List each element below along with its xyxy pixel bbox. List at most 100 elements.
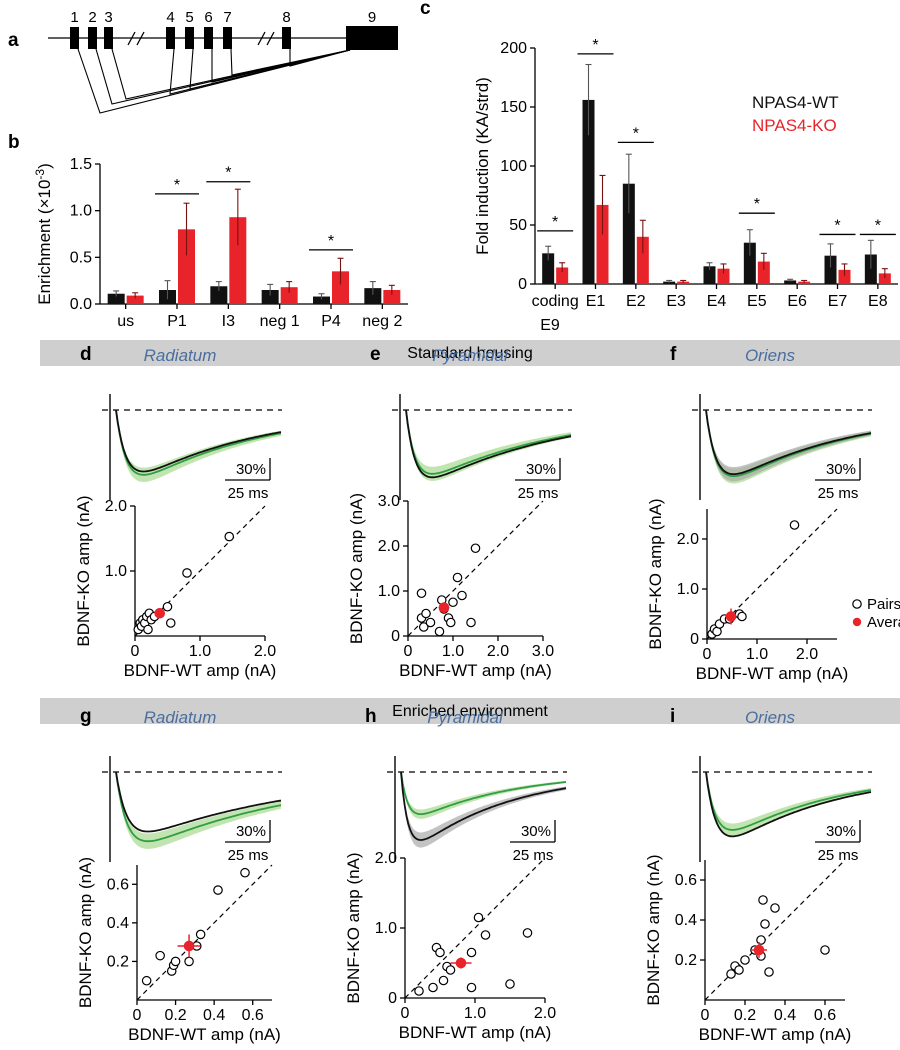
data-point [770, 903, 780, 913]
x-tick-label: 1.0 [464, 1005, 486, 1022]
scale-label-x: 25 ms [518, 485, 559, 502]
bar-wt [582, 99, 595, 284]
x-tick-label: E1 [586, 293, 606, 310]
legend-ko: NPAS4-KO [752, 116, 837, 135]
splice-line [77, 48, 351, 114]
y-tick-label: 2.0 [375, 850, 397, 867]
data-point [421, 608, 431, 619]
splice-line [211, 49, 351, 83]
y-tick-label: 0.2 [675, 952, 697, 969]
y-axis-title: BDNF-KO amp (nA) [344, 852, 363, 1003]
splice-line [289, 49, 351, 67]
exon-label: 7 [223, 9, 231, 26]
trace-ko-sem [116, 410, 281, 482]
bar-wt [784, 280, 797, 284]
trace-ko [705, 771, 872, 831]
panel-label-b: b [8, 132, 20, 153]
y-tick-label: 1.0 [105, 563, 127, 580]
x-tick-label: E5 [747, 293, 767, 310]
scale-label-y: 30% [521, 823, 551, 840]
bar-wt [864, 254, 877, 284]
bar-ko [717, 268, 730, 284]
bar-ko [178, 229, 195, 304]
y-tick-label: 100 [500, 158, 527, 175]
x-tick-label: 1.0 [746, 646, 768, 663]
x-axis-title: BDNF-WT amp (nA) [124, 661, 277, 680]
x-tick-label: 0.6 [242, 1007, 264, 1024]
significance-star: * [225, 165, 231, 182]
significance-star: * [633, 125, 639, 142]
unity-line [704, 859, 846, 1001]
data-point [435, 947, 445, 958]
trace-wt [705, 409, 872, 476]
scale-label-y: 30% [236, 823, 266, 840]
x-tick-label: P4 [321, 313, 341, 330]
bar-ko [280, 287, 298, 304]
data-point [480, 930, 491, 940]
data-point [473, 912, 484, 923]
x-tick-label: 0 [401, 1005, 410, 1022]
data-point [143, 624, 153, 635]
panel-label-d: d [80, 344, 92, 365]
data-point [162, 601, 173, 612]
splice-line [189, 48, 351, 90]
data-point [438, 975, 449, 986]
y-tick-label: 2.0 [105, 498, 127, 515]
data-point [184, 956, 194, 967]
panel-label-i: i [670, 706, 675, 727]
x-tick-label: 1.0 [442, 643, 464, 660]
y-tick-label: 0.6 [675, 872, 697, 889]
bar-wt [210, 286, 228, 304]
trace-wt [115, 409, 282, 473]
average-point [154, 607, 165, 619]
y-tick-label: 150 [500, 99, 527, 116]
x-tick-label: 0.4 [203, 1007, 225, 1024]
average-point [753, 944, 765, 956]
exon-box [282, 27, 291, 49]
x-axis-title: BDNF-WT amp (nA) [699, 1025, 852, 1044]
exon-label: 6 [204, 9, 212, 26]
panel-label-e: e [370, 344, 381, 365]
x-tick-label: 0 [703, 646, 712, 663]
y-tick-label: 200 [500, 40, 527, 57]
panel-label-c: c [420, 0, 431, 19]
x-tick-label: I3 [222, 313, 235, 330]
x-tick-label: P1 [167, 313, 187, 330]
y-tick-label: 2.0 [677, 531, 699, 548]
banner-enriched-label: Enriched environment [392, 703, 548, 720]
data-point [466, 982, 477, 993]
data-point [764, 967, 774, 977]
x-tick-label: E2 [626, 293, 646, 310]
panel-label-a: a [8, 30, 19, 51]
y-tick-label: 0 [690, 631, 699, 648]
bar-wt [107, 293, 125, 304]
y-tick-label: 0.5 [70, 249, 92, 266]
bar-ko [126, 295, 144, 304]
exon-box [70, 27, 79, 49]
region-title: Radiatum [144, 346, 217, 365]
bar-wt [313, 296, 330, 304]
data-point [740, 955, 750, 965]
y-tick-label: 0 [518, 276, 527, 293]
legend-average-marker [852, 617, 862, 627]
exon-box [223, 27, 232, 49]
x-tick-label: E6 [787, 293, 807, 310]
bar-ko [596, 204, 609, 284]
splice-line [230, 48, 351, 76]
bar-wt [622, 183, 635, 284]
data-point [466, 947, 477, 958]
y-tick-label: 0.4 [107, 915, 129, 932]
y-tick-label: 1.0 [378, 583, 400, 600]
exon-box [346, 26, 398, 50]
data-point [195, 929, 206, 940]
bar-ko [332, 271, 349, 304]
region-title: Oriens [745, 708, 796, 727]
trace-ko-sem [116, 772, 281, 849]
y-axis-title: BDNF-KO amp (nA) [646, 498, 665, 649]
y-tick-label: 1.0 [677, 581, 699, 598]
y-axis-title: BDNF-KO amp (nA) [76, 857, 95, 1008]
data-point [505, 979, 515, 989]
data-point [452, 572, 463, 583]
data-point [434, 626, 445, 637]
x-tick-label: 2.0 [487, 643, 509, 660]
